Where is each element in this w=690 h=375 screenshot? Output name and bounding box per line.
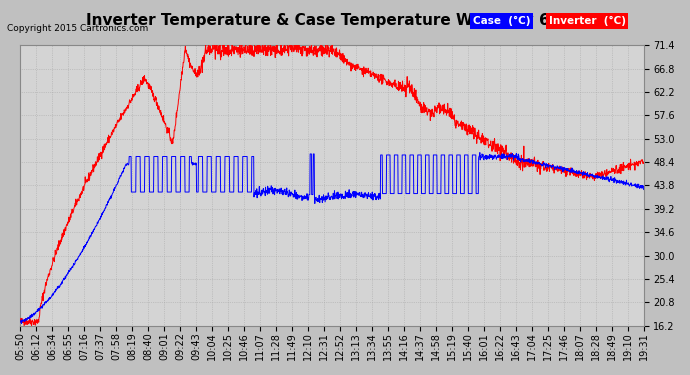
Text: Inverter Temperature & Case Temperature Wed May 6 19:51: Inverter Temperature & Case Temperature …	[86, 13, 604, 28]
Text: Inverter  (°C): Inverter (°C)	[549, 16, 626, 26]
Text: Case  (°C): Case (°C)	[473, 16, 530, 26]
Text: Copyright 2015 Cartronics.com: Copyright 2015 Cartronics.com	[7, 24, 148, 33]
